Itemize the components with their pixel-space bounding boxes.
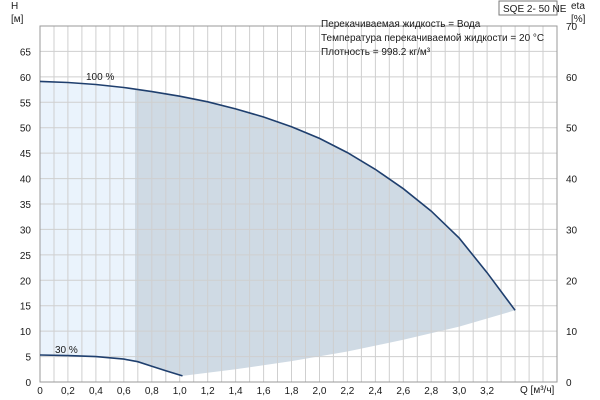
horizontal-gridlines — [40, 50, 557, 358]
y-left-tick-label: 20 — [20, 276, 32, 287]
curve-30-percent — [39, 354, 183, 377]
y-left-tick-label: 65 — [20, 47, 32, 58]
x-tick-label: 2,2 — [340, 386, 354, 397]
y-right-axis-title: eta — [571, 1, 585, 12]
y-left-tick-label: 35 — [20, 200, 32, 211]
y-right-tick-label: 20 — [566, 276, 578, 287]
y-left-tick-label: 60 — [20, 73, 32, 84]
y-left-tick-label: 55 — [20, 98, 32, 109]
y-left-tick-label: 5 — [25, 353, 31, 364]
info-line-density: Плотность = 998.2 кг/м³ — [321, 47, 431, 58]
x-tick-labels: 0 0,2 0,4 0,6 0,8 1,0 1,2 1,4 1,6 1,8 2,0 2,2 2,4 2,6… — [37, 386, 494, 397]
info-line-temperature: Температура перекачиваемой жидкости = 20… — [321, 33, 544, 44]
y-left-tick-label: 15 — [20, 302, 32, 313]
x-tick-label: 0,6 — [117, 386, 131, 397]
y-right-tick-label: 0 — [566, 378, 572, 389]
y-left-tick-label: 30 — [20, 225, 32, 236]
info-line-fluid: Перекачиваемая жидкость = Вода — [321, 19, 481, 30]
plot-frame — [39, 25, 558, 383]
y-left-axis-unit: [м] — [11, 14, 24, 25]
y-right-tick-label: 50 — [566, 124, 578, 135]
x-tick-label: 3,0 — [452, 386, 466, 397]
x-tick-label: 2,0 — [313, 386, 327, 397]
y-left-axis-title: H — [11, 1, 18, 12]
x-tick-label: 1,2 — [201, 386, 215, 397]
y-right-tick-label: 10 — [566, 327, 578, 338]
x-tick-label: 0,4 — [89, 386, 103, 397]
x-tick-label: 1,6 — [257, 386, 271, 397]
curve-100-percent — [39, 80, 516, 311]
y-left-tick-label: 40 — [20, 175, 32, 186]
y-left-tick-label: 0 — [25, 378, 31, 389]
x-tick-label: 2,4 — [368, 386, 382, 397]
x-tick-label: 3,2 — [480, 386, 494, 397]
x-tick-label: 1,4 — [229, 386, 243, 397]
x-tick-label: 1,0 — [173, 386, 187, 397]
y-right-tick-label: 70 — [566, 22, 578, 33]
y-right-tick-label: 30 — [566, 225, 578, 236]
x-tick-label: 2,8 — [424, 386, 438, 397]
product-label-box — [498, 0, 558, 16]
y-right-tick-label: 60 — [566, 73, 578, 84]
y-left-tick-label: 50 — [20, 124, 32, 135]
y-left-tick-label: 25 — [20, 251, 32, 262]
x-tick-label: 2,6 — [396, 386, 410, 397]
y-right-axis-unit: [%] — [571, 14, 586, 25]
y-right-tick-label: 40 — [566, 175, 578, 186]
x-tick-label: 1,8 — [285, 386, 299, 397]
curve-label-100: 100 % — [86, 72, 114, 83]
x-tick-label: 0 — [37, 386, 43, 397]
x-tick-label: 0,2 — [61, 386, 75, 397]
light-operating-region — [40, 81, 135, 362]
curve-label-30: 30 % — [55, 345, 78, 356]
shaded-operating-region — [135, 89, 516, 376]
y-right-tick-labels: 01020304050607080 — [566, 22, 578, 389]
y-left-tick-label: 45 — [20, 149, 32, 160]
y-left-tick-labels: 0 5 10 15 20 25 30 35 40 45 50 55 60 65 — [20, 47, 32, 389]
product-label: SQE 2- 50 NE — [503, 4, 567, 15]
x-tick-label: 0,8 — [145, 386, 159, 397]
x-axis-title: Q [м³/ч] — [520, 385, 555, 396]
y-left-tick-label: 10 — [20, 327, 32, 338]
